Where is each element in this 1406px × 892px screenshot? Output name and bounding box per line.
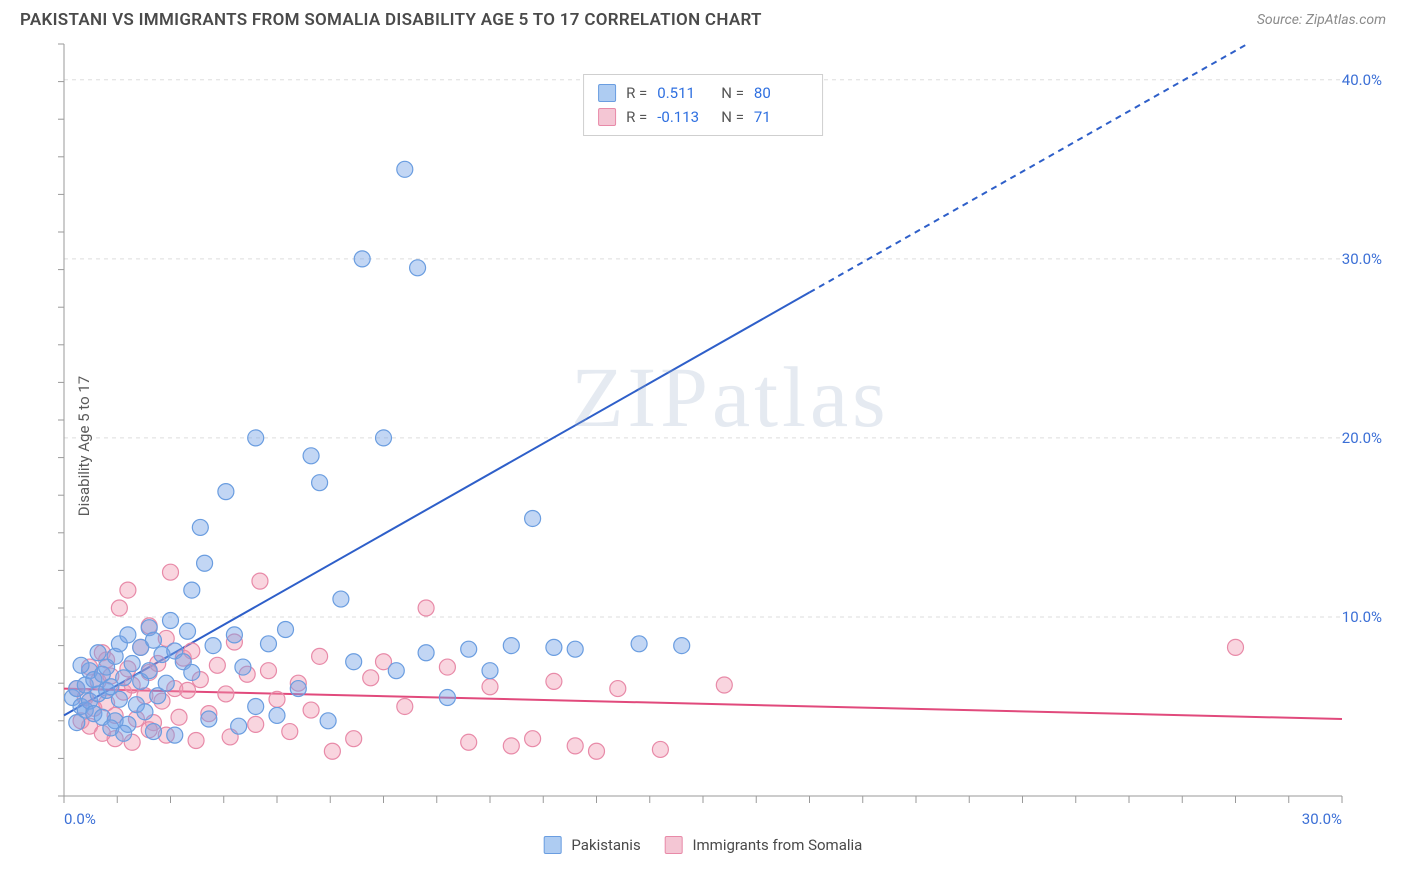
- chart-title: PAKISTANI VS IMMIGRANTS FROM SOMALIA DIS…: [20, 10, 762, 30]
- legend-swatch-1: [544, 836, 562, 854]
- legend: Pakistanis Immigrants from Somalia: [544, 836, 863, 854]
- legend-label-2: Immigrants from Somalia: [692, 836, 862, 854]
- source-attribution: Source: ZipAtlas.com: [1257, 12, 1386, 28]
- svg-text:10.0%: 10.0%: [1342, 608, 1382, 626]
- legend-item-1: Pakistanis: [544, 836, 641, 854]
- y-axis-label: Disability Age 5 to 17: [75, 376, 93, 516]
- stats-swatch-1: [598, 84, 616, 102]
- n-value-1: 80: [754, 81, 808, 105]
- svg-text:20.0%: 20.0%: [1342, 429, 1382, 447]
- r-value-2: -0.113: [657, 105, 711, 129]
- stats-swatch-2: [598, 108, 616, 126]
- svg-text:30.0%: 30.0%: [1302, 810, 1342, 828]
- svg-text:0.0%: 0.0%: [64, 810, 96, 828]
- legend-swatch-2: [665, 836, 683, 854]
- correlation-stats-box: R = 0.511 N = 80 R = -0.113 N = 71: [583, 74, 823, 136]
- svg-text:30.0%: 30.0%: [1342, 250, 1382, 268]
- r-value-1: 0.511: [657, 81, 711, 105]
- svg-text:40.0%: 40.0%: [1342, 71, 1382, 89]
- n-value-2: 71: [754, 105, 808, 129]
- legend-item-2: Immigrants from Somalia: [665, 836, 863, 854]
- chart-container: Disability Age 5 to 17 ZIPatlas R = 0.51…: [20, 36, 1386, 856]
- stats-row-series-2: R = -0.113 N = 71: [598, 105, 808, 129]
- scatter-chart: 10.0% 20.0% 30.0% 40.0% 0.0% 30.0%: [20, 36, 1386, 856]
- legend-label-1: Pakistanis: [571, 836, 640, 854]
- stats-row-series-1: R = 0.511 N = 80: [598, 81, 808, 105]
